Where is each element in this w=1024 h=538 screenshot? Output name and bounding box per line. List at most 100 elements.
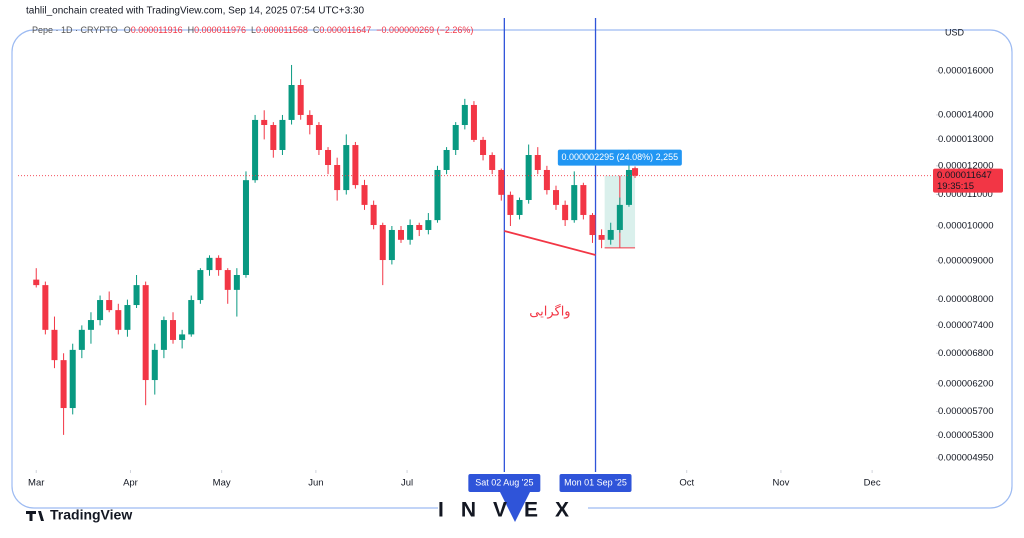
logo-icon (26, 511, 44, 521)
last-price-box (933, 168, 1003, 193)
y-tick-label: 0.000005700 (938, 406, 993, 417)
y-tick-label: 0.000011000 (938, 189, 993, 200)
candle-body (388, 229, 395, 261)
candle-body (589, 214, 596, 236)
last-price-label: 0.000011647 (937, 170, 992, 181)
candle-body (361, 185, 368, 205)
candle-body (206, 257, 213, 271)
candle-body (379, 225, 386, 261)
candle-body (288, 85, 295, 120)
y-tick-label: 0.000008000 (938, 294, 993, 305)
candle-body (133, 285, 140, 306)
candle-body (416, 225, 423, 230)
candle-body (215, 257, 222, 271)
symbol-readout-text: Pepe · 1D · CRYPTO O0.000011916 H0.0000119… (32, 25, 473, 35)
candle-body (507, 194, 514, 215)
candle-body (480, 139, 487, 156)
readout-value: 0.000011568 (256, 25, 308, 35)
y-tick-label: 0.000004950 (938, 453, 993, 464)
candle-body (252, 119, 259, 181)
candle-body (160, 320, 167, 350)
candle-body (443, 149, 450, 170)
x-tick-label: Mar (28, 478, 44, 489)
candle-body (224, 270, 231, 290)
candle-body (498, 169, 505, 195)
candle-body (42, 285, 49, 330)
candle-body (370, 204, 377, 226)
readout-value: 0.000011976 (194, 25, 246, 35)
candle-body (197, 270, 204, 301)
candle-body (562, 204, 569, 221)
candle-body (242, 180, 249, 275)
candle-body (106, 300, 113, 311)
candle-body (151, 349, 158, 381)
candle-body (179, 334, 186, 340)
candle-body (279, 119, 286, 150)
candle-body (543, 169, 550, 191)
x-tick-label: Dec (864, 478, 881, 489)
readout-value: 0.000011916 (131, 25, 183, 35)
candle-body (625, 169, 632, 205)
x-tick-label: Nov (772, 478, 789, 489)
y-tick-label: 0.000009000 (938, 255, 993, 266)
measure-label: 0.000002295 (24.08%) 2,255 (562, 152, 679, 162)
candle-body (87, 320, 94, 330)
candle-body (60, 360, 67, 409)
date-label-box (468, 474, 541, 492)
currency-label: USD (945, 27, 965, 37)
candle-body (69, 349, 76, 409)
date-label: Sat 02 Aug '25 (475, 477, 533, 487)
y-tick-label: 0.000006800 (938, 348, 993, 359)
candle-body (470, 104, 477, 140)
countdown-label: 19:35:15 (937, 181, 974, 192)
readout-key: C (313, 25, 320, 35)
chart-frame (11, 29, 1013, 509)
candle-body (534, 155, 541, 170)
candle-body (51, 329, 58, 361)
symbol-readout: Pepe · 1D · CRYPTO O0.000011916 H0.0000119… (32, 25, 473, 35)
candle-body (489, 155, 496, 170)
y-tick-label: 0.000005300 (938, 430, 993, 441)
candle-body (188, 300, 195, 335)
y-tick-label: 0.000014000 (938, 109, 993, 120)
date-label-box (559, 474, 632, 492)
candle-body (124, 305, 131, 330)
y-tick-label: 0.000007400 (938, 320, 993, 331)
candle-body (632, 168, 639, 176)
candle-body (343, 145, 350, 191)
x-tick-label: Jun (308, 478, 323, 489)
date-label: Mon 01 Sep '25 (564, 477, 627, 487)
candle-body (270, 125, 277, 150)
y-tick-label: 0.000010000 (938, 221, 993, 232)
candle-body (315, 125, 322, 150)
candle-body (334, 165, 341, 191)
measure-label-box (557, 149, 682, 166)
readout-change: −0.000000269 (−2.26%) (376, 25, 473, 35)
candle-body (33, 279, 40, 286)
candle-body (142, 285, 149, 381)
candle-body (407, 225, 414, 240)
x-tick-label: Jul (401, 478, 413, 489)
readout-value: 0.000011647 (319, 25, 371, 35)
x-tick-label: May (213, 478, 231, 489)
y-tick-label: 0.000016000 (938, 65, 993, 76)
candle-body (425, 220, 432, 230)
invex-mark (500, 492, 530, 522)
logo-text: TradingView (50, 507, 132, 523)
invex-logo: INVEX (438, 499, 586, 522)
candle-body (516, 199, 523, 215)
readout-key: L (251, 25, 256, 35)
candle-body (525, 155, 532, 200)
y-tick-label: 0.000006200 (938, 378, 993, 389)
candle-body (115, 310, 122, 330)
candle-body (261, 119, 268, 126)
readout-key: H (188, 25, 195, 35)
candle-body (616, 204, 623, 230)
symbol: Pepe · 1D · CRYPTO (32, 25, 118, 35)
candle-body (580, 185, 587, 215)
candle-body (78, 329, 85, 350)
x-tick-label: Apr (123, 478, 138, 489)
tradingview-logo: TradingView (26, 507, 132, 523)
candle-body (607, 229, 614, 240)
candle-body (306, 114, 313, 126)
